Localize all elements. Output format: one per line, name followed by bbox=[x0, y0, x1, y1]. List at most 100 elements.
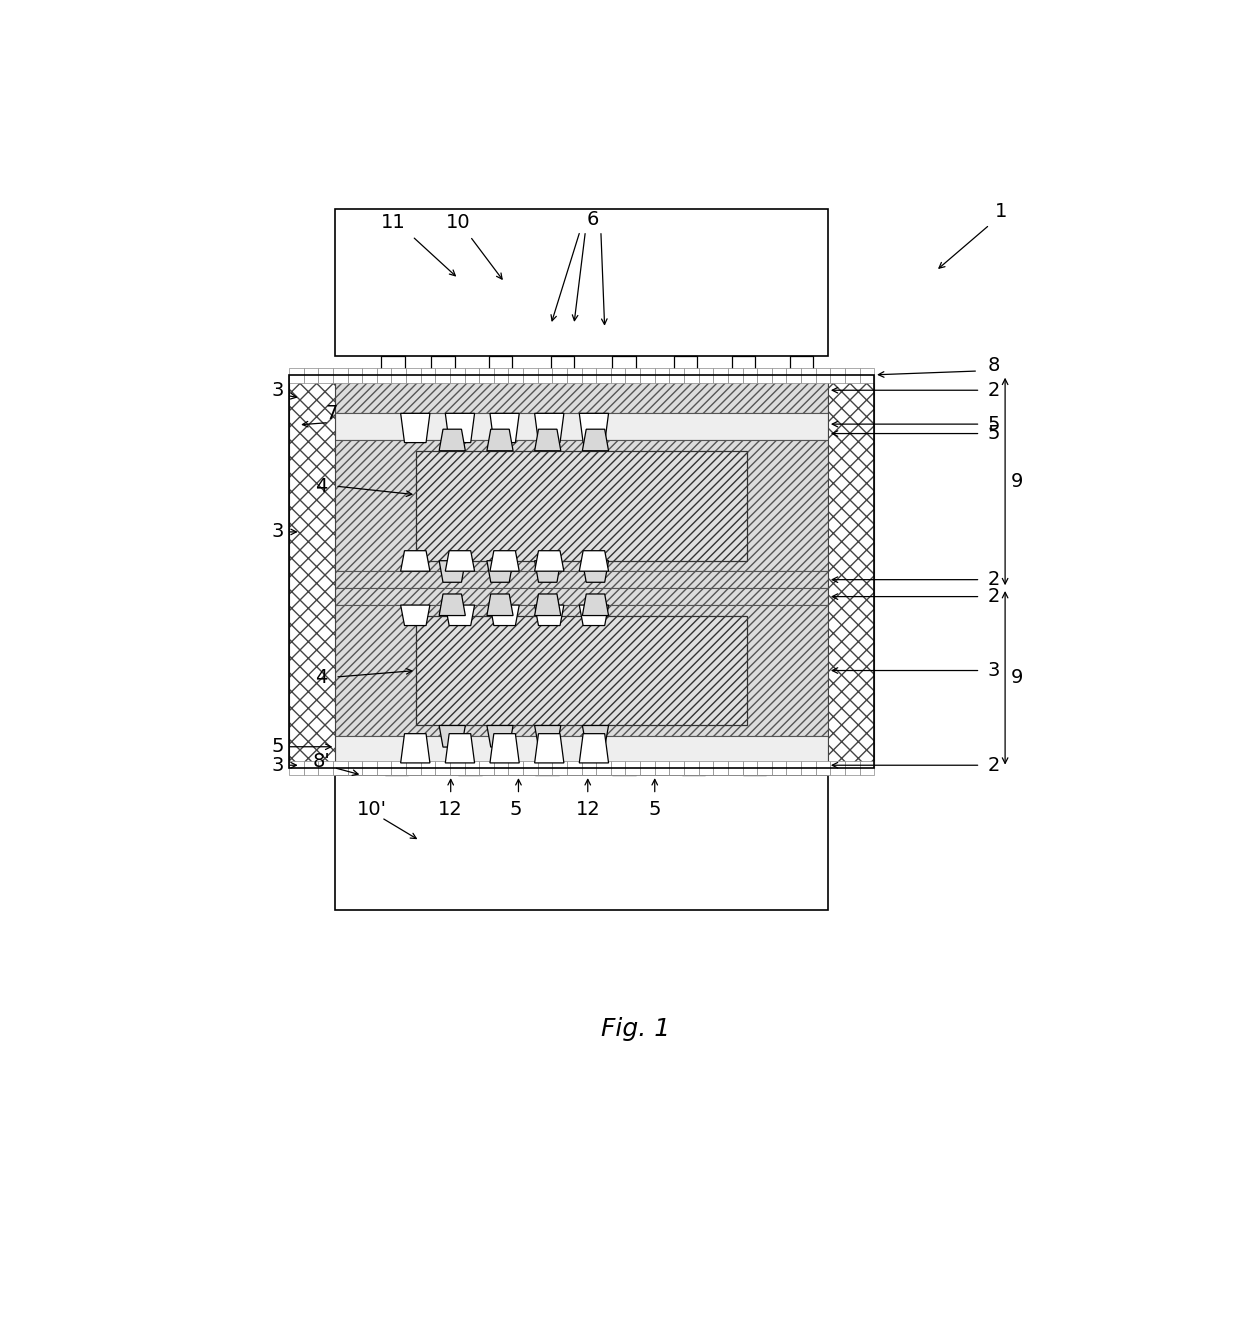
Bar bbox=[405, 760, 420, 775]
Bar bbox=[552, 368, 567, 382]
Bar bbox=[682, 767, 704, 775]
Bar bbox=[551, 356, 574, 374]
Bar bbox=[319, 760, 332, 775]
Text: 3: 3 bbox=[987, 661, 999, 679]
Polygon shape bbox=[534, 429, 560, 451]
Bar bbox=[335, 736, 828, 763]
Bar bbox=[335, 763, 828, 767]
Bar bbox=[335, 571, 828, 588]
Polygon shape bbox=[534, 413, 564, 443]
Bar bbox=[684, 760, 698, 775]
Polygon shape bbox=[401, 413, 430, 443]
Bar bbox=[816, 368, 831, 382]
Polygon shape bbox=[487, 561, 513, 583]
Bar bbox=[743, 368, 758, 382]
Text: 5: 5 bbox=[987, 414, 999, 434]
Bar bbox=[790, 356, 812, 374]
Text: 2: 2 bbox=[987, 381, 999, 399]
Bar bbox=[596, 368, 611, 382]
Polygon shape bbox=[490, 551, 520, 571]
Bar bbox=[567, 760, 582, 775]
Bar bbox=[450, 368, 465, 382]
Bar bbox=[494, 760, 508, 775]
Bar bbox=[335, 210, 828, 356]
Polygon shape bbox=[490, 413, 520, 443]
Bar bbox=[420, 368, 435, 382]
Bar bbox=[596, 760, 611, 775]
Bar bbox=[743, 760, 758, 775]
Bar bbox=[417, 451, 748, 561]
Bar bbox=[405, 368, 420, 382]
Polygon shape bbox=[534, 594, 560, 616]
Polygon shape bbox=[439, 726, 465, 747]
Polygon shape bbox=[445, 413, 475, 443]
Bar bbox=[335, 441, 828, 571]
Text: 8: 8 bbox=[987, 356, 999, 376]
Text: 10: 10 bbox=[446, 212, 471, 232]
Bar bbox=[490, 356, 512, 374]
Polygon shape bbox=[579, 413, 609, 443]
Bar bbox=[713, 368, 728, 382]
Bar bbox=[392, 760, 405, 775]
Polygon shape bbox=[583, 594, 609, 616]
Text: 10': 10' bbox=[357, 800, 387, 819]
Bar bbox=[319, 368, 332, 382]
Bar bbox=[332, 760, 347, 775]
Bar bbox=[432, 356, 455, 374]
Polygon shape bbox=[534, 561, 560, 583]
Bar bbox=[567, 368, 582, 382]
Bar bbox=[670, 760, 684, 775]
Bar bbox=[523, 760, 538, 775]
Bar bbox=[392, 368, 405, 382]
Polygon shape bbox=[445, 734, 475, 763]
Text: 2: 2 bbox=[987, 587, 999, 606]
Bar bbox=[640, 368, 655, 382]
Bar bbox=[844, 368, 859, 382]
Bar bbox=[335, 588, 828, 605]
Text: 9: 9 bbox=[1011, 669, 1023, 687]
Bar bbox=[582, 368, 596, 382]
Polygon shape bbox=[487, 594, 513, 616]
Text: 8': 8' bbox=[312, 752, 330, 771]
Bar bbox=[289, 374, 335, 767]
Text: 11: 11 bbox=[381, 212, 405, 232]
Bar bbox=[640, 760, 655, 775]
Bar bbox=[611, 760, 625, 775]
Bar bbox=[732, 356, 755, 374]
Bar bbox=[611, 368, 625, 382]
Bar bbox=[304, 760, 319, 775]
Bar bbox=[675, 356, 697, 374]
Polygon shape bbox=[401, 551, 430, 571]
Text: 5: 5 bbox=[649, 800, 661, 819]
Bar bbox=[831, 368, 844, 382]
Bar bbox=[382, 356, 404, 374]
Polygon shape bbox=[583, 726, 609, 747]
Bar bbox=[508, 368, 523, 382]
Text: 3: 3 bbox=[272, 756, 284, 775]
Bar bbox=[844, 760, 859, 775]
Bar bbox=[698, 368, 713, 382]
Polygon shape bbox=[579, 734, 609, 763]
Text: 1: 1 bbox=[994, 202, 1007, 222]
Polygon shape bbox=[439, 594, 465, 616]
Bar bbox=[771, 760, 786, 775]
Bar bbox=[713, 760, 728, 775]
Bar bbox=[347, 368, 362, 382]
Bar bbox=[538, 368, 552, 382]
Bar bbox=[538, 760, 552, 775]
Text: 5: 5 bbox=[272, 738, 284, 756]
Polygon shape bbox=[579, 605, 609, 625]
Text: 2: 2 bbox=[987, 571, 999, 589]
Text: 2: 2 bbox=[987, 756, 999, 775]
Text: 4: 4 bbox=[315, 476, 327, 495]
Bar bbox=[801, 760, 816, 775]
Bar bbox=[335, 775, 828, 910]
Bar bbox=[435, 760, 450, 775]
Bar bbox=[289, 368, 304, 382]
Text: 9: 9 bbox=[1011, 472, 1023, 491]
Text: 12: 12 bbox=[575, 800, 600, 819]
Bar bbox=[420, 760, 435, 775]
Bar bbox=[435, 368, 450, 382]
Bar bbox=[494, 368, 508, 382]
Polygon shape bbox=[579, 551, 609, 571]
